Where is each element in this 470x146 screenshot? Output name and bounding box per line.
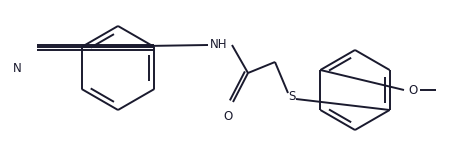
Text: N: N xyxy=(13,61,22,74)
Text: O: O xyxy=(408,84,417,97)
Text: S: S xyxy=(288,89,296,102)
Text: O: O xyxy=(223,110,233,123)
Text: NH: NH xyxy=(210,39,227,52)
